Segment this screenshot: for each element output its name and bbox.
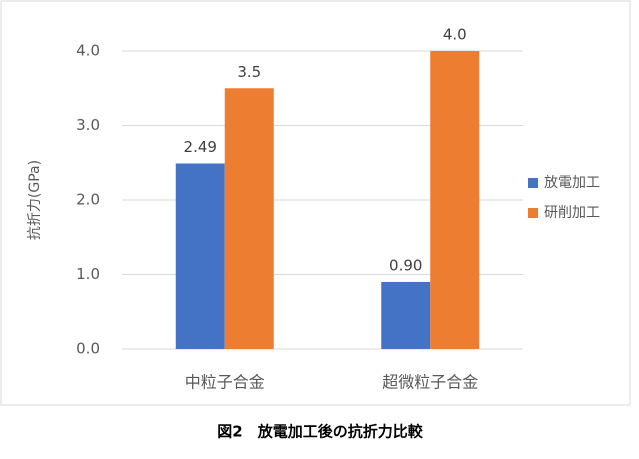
- caption: 図2 放電加工後の抗折力比較: [217, 423, 423, 441]
- bar: [175, 163, 225, 349]
- y-axis-label: 抗折力(GPa): [27, 160, 43, 240]
- y-tick-label: 4.0: [76, 42, 100, 60]
- y-tick-label: 0.0: [76, 340, 100, 358]
- y-tick-label: 2.0: [76, 191, 100, 209]
- legend-label: 研削加工: [544, 205, 600, 221]
- legend-label: 放電加工: [544, 175, 600, 191]
- bar: [381, 281, 431, 349]
- y-tick-label: 3.0: [76, 116, 100, 134]
- value-label: 0.90: [389, 256, 422, 274]
- legend-swatch: [528, 178, 538, 188]
- value-label: 2.49: [184, 138, 217, 156]
- y-tick-label: 1.0: [76, 265, 100, 283]
- legend-swatch: [528, 208, 538, 218]
- bar: [224, 88, 274, 349]
- x-tick-label: 中粒子合金: [185, 373, 265, 392]
- chart-border: [0, 0, 631, 406]
- value-label: 4.0: [443, 26, 467, 44]
- value-label: 3.5: [237, 63, 261, 81]
- x-tick-label: 超微粒子合金: [382, 373, 478, 392]
- bar: [430, 51, 480, 349]
